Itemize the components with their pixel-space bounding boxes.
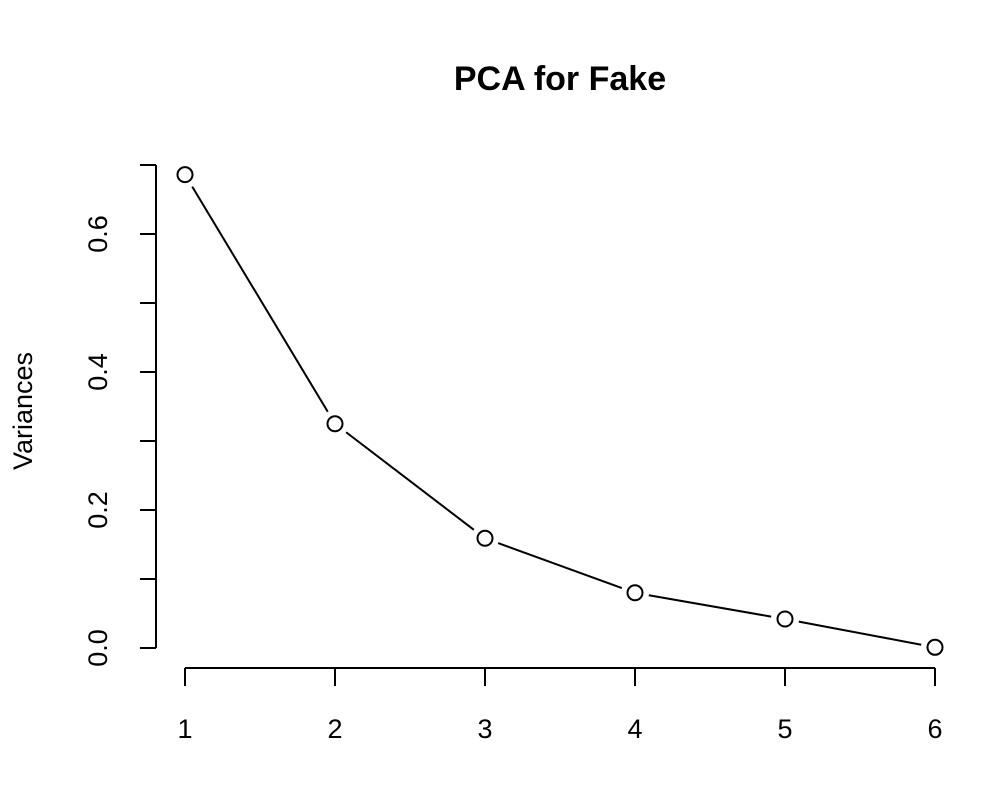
variance-series	[176, 166, 944, 656]
x-tick-label: 6	[927, 714, 942, 744]
series-segment	[191, 186, 329, 413]
x-tick-label: 4	[627, 714, 642, 744]
y-tick-label: 0.2	[83, 491, 113, 529]
series-segment	[798, 620, 922, 646]
series-segment	[497, 542, 623, 589]
data-point	[626, 584, 644, 602]
x-tick-label: 2	[327, 714, 342, 744]
data-point	[326, 415, 344, 433]
y-tick-label: 0.6	[83, 215, 113, 253]
data-point	[176, 166, 194, 184]
series-segment	[648, 594, 772, 618]
x-tick-label: 3	[477, 714, 492, 744]
chart-title: PCA for Fake	[454, 60, 666, 98]
data-point	[476, 529, 494, 547]
data-point	[776, 610, 794, 628]
x-axis-ticks: 1 2 3 4 5 6	[177, 668, 943, 744]
y-axis-title: Variances	[8, 352, 38, 470]
x-tick-label: 1	[177, 714, 192, 744]
x-tick-label: 5	[777, 714, 792, 744]
y-axis-ticks: 0.0 0.2 0.4 0.6	[83, 164, 156, 667]
data-point	[926, 638, 944, 656]
series-segment	[345, 431, 475, 531]
y-tick-label: 0.4	[83, 353, 113, 391]
y-tick-label: 0.0	[83, 629, 113, 667]
